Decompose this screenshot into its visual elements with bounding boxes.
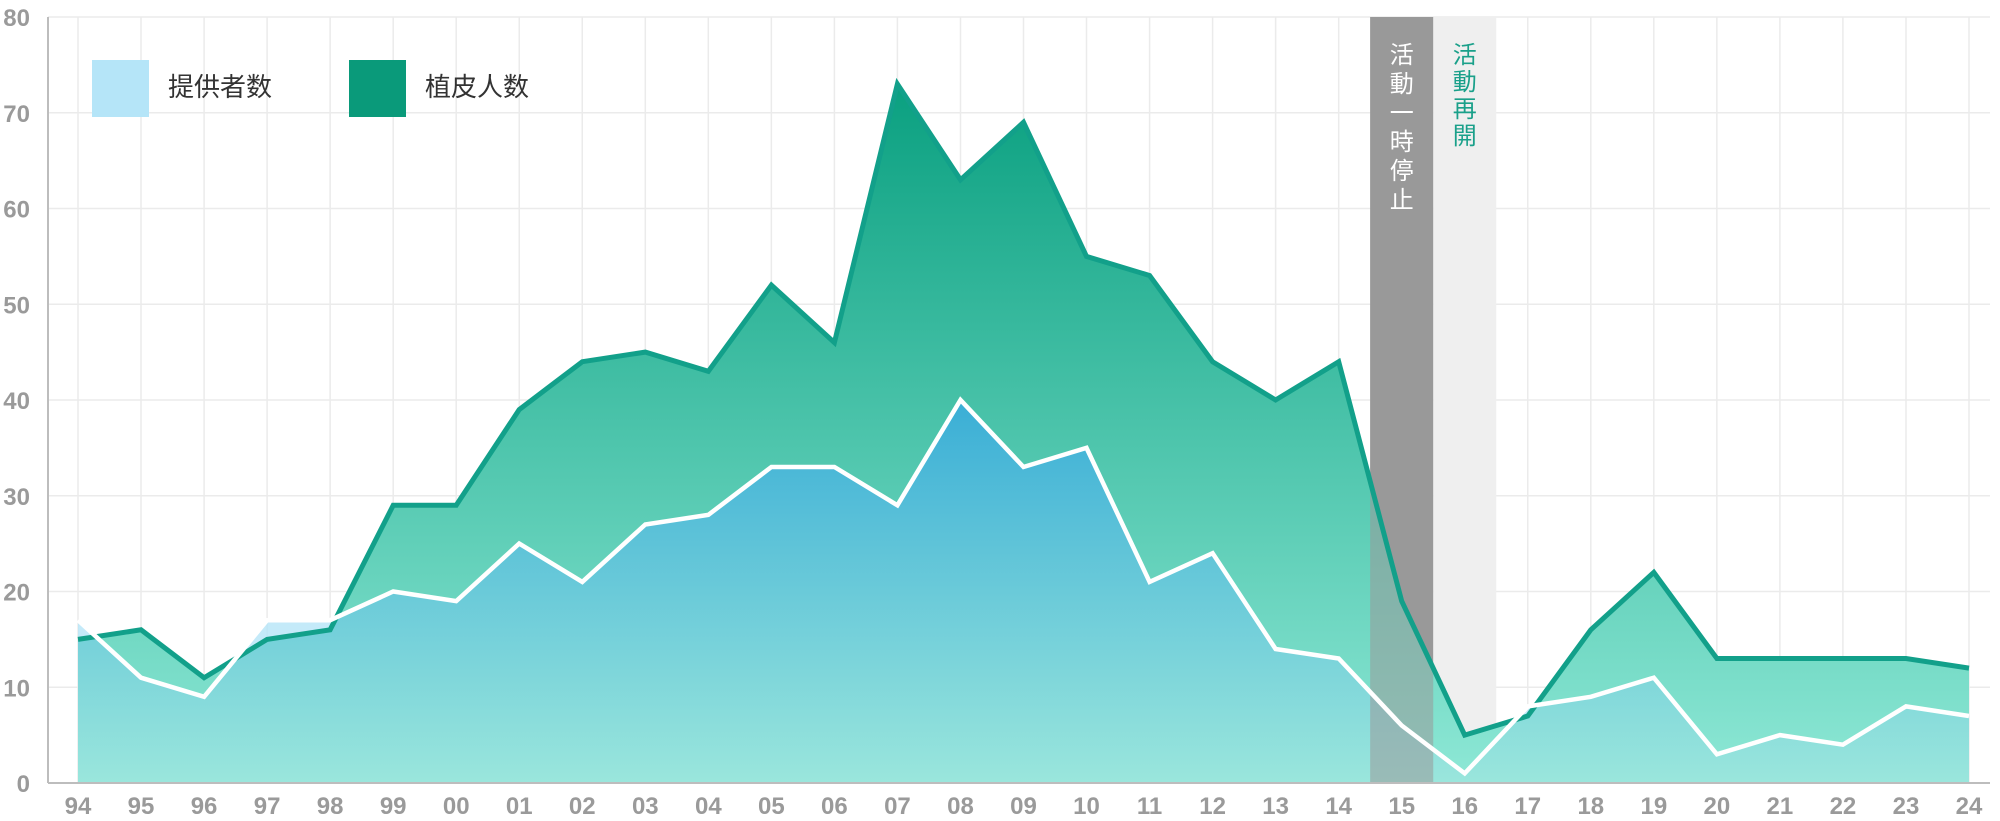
x-tick-label: 07 bbox=[884, 793, 911, 820]
x-tick-label: 99 bbox=[380, 793, 407, 820]
y-tick-label: 20 bbox=[3, 580, 30, 607]
x-tick-label: 24 bbox=[1956, 793, 1983, 820]
legend-swatch-grafts bbox=[349, 60, 406, 117]
y-tick-label: 30 bbox=[3, 484, 30, 511]
period-label-char: 止 bbox=[1390, 186, 1414, 214]
period-label-char: 停 bbox=[1390, 157, 1414, 185]
x-tick-label: 04 bbox=[695, 793, 722, 820]
y-tick-label: 60 bbox=[3, 197, 30, 224]
x-tick-label: 19 bbox=[1640, 793, 1667, 820]
y-tick-label: 50 bbox=[3, 292, 30, 319]
x-tick-label: 05 bbox=[758, 793, 785, 820]
tick-labels: 0 10 20 30 40 50 60 70 80 94 95 96 97 98 99 00 01 02 03 04 0… bbox=[3, 5, 1983, 820]
x-tick-label: 09 bbox=[1010, 793, 1037, 820]
y-tick-label: 70 bbox=[3, 101, 30, 128]
period-label-char: 活 bbox=[1453, 41, 1477, 69]
x-tick-label: 10 bbox=[1073, 793, 1100, 820]
period-label-char: 一 bbox=[1390, 99, 1414, 127]
axes bbox=[47, 17, 1990, 784]
period-label-char: 動 bbox=[1390, 70, 1414, 98]
legend-label-grafts: 植皮人数 bbox=[425, 73, 529, 103]
pause-band-overlay bbox=[1370, 17, 1434, 783]
period-label-char: 活 bbox=[1390, 41, 1414, 69]
x-tick-label: 03 bbox=[632, 793, 659, 820]
x-tick-label: 17 bbox=[1514, 793, 1541, 820]
line-layer bbox=[76, 77, 1970, 777]
x-tick-label: 97 bbox=[254, 793, 281, 820]
x-tick-label: 95 bbox=[128, 793, 155, 820]
restart-band bbox=[1433, 17, 1497, 783]
providers-line bbox=[76, 396, 1970, 777]
x-tick-label: 08 bbox=[947, 793, 974, 820]
y-tick-label: 0 bbox=[17, 771, 30, 798]
legend-swatch-providers bbox=[92, 60, 149, 117]
providers-area bbox=[78, 400, 1969, 783]
x-tick-label: 20 bbox=[1704, 793, 1731, 820]
period-label-char: 再 bbox=[1453, 95, 1477, 123]
x-tick-label: 13 bbox=[1262, 793, 1289, 820]
x-tick-label: 96 bbox=[191, 793, 218, 820]
area-layer bbox=[78, 84, 1969, 783]
x-tick-label: 16 bbox=[1451, 793, 1478, 820]
x-tick-label: 11 bbox=[1137, 793, 1162, 820]
period-label-char: 動 bbox=[1453, 68, 1477, 96]
y-tick-label: 40 bbox=[3, 388, 30, 415]
y-tick-label: 10 bbox=[3, 675, 30, 702]
legend: 提供者数 植皮人数 bbox=[92, 60, 529, 117]
period-overlay bbox=[1370, 17, 1434, 783]
x-tick-label: 98 bbox=[317, 793, 344, 820]
x-tick-label: 00 bbox=[443, 793, 470, 820]
y-tick-label: 80 bbox=[3, 5, 30, 32]
x-tick-label: 18 bbox=[1577, 793, 1604, 820]
x-tick-label: 23 bbox=[1893, 793, 1920, 820]
period-label-char: 時 bbox=[1390, 128, 1414, 156]
x-tick-label: 02 bbox=[569, 793, 596, 820]
x-tick-label: 12 bbox=[1199, 793, 1226, 820]
x-tick-label: 01 bbox=[506, 793, 533, 820]
x-tick-label: 14 bbox=[1325, 793, 1352, 820]
x-tick-label: 94 bbox=[65, 793, 92, 820]
legend-label-providers: 提供者数 bbox=[168, 73, 272, 103]
x-tick-label: 06 bbox=[821, 793, 848, 820]
grafts-line bbox=[77, 77, 1970, 739]
x-tick-label: 21 bbox=[1767, 793, 1794, 820]
period-label-char: 開 bbox=[1453, 122, 1477, 150]
x-tick-label: 15 bbox=[1388, 793, 1415, 820]
x-tick-label: 22 bbox=[1830, 793, 1857, 820]
